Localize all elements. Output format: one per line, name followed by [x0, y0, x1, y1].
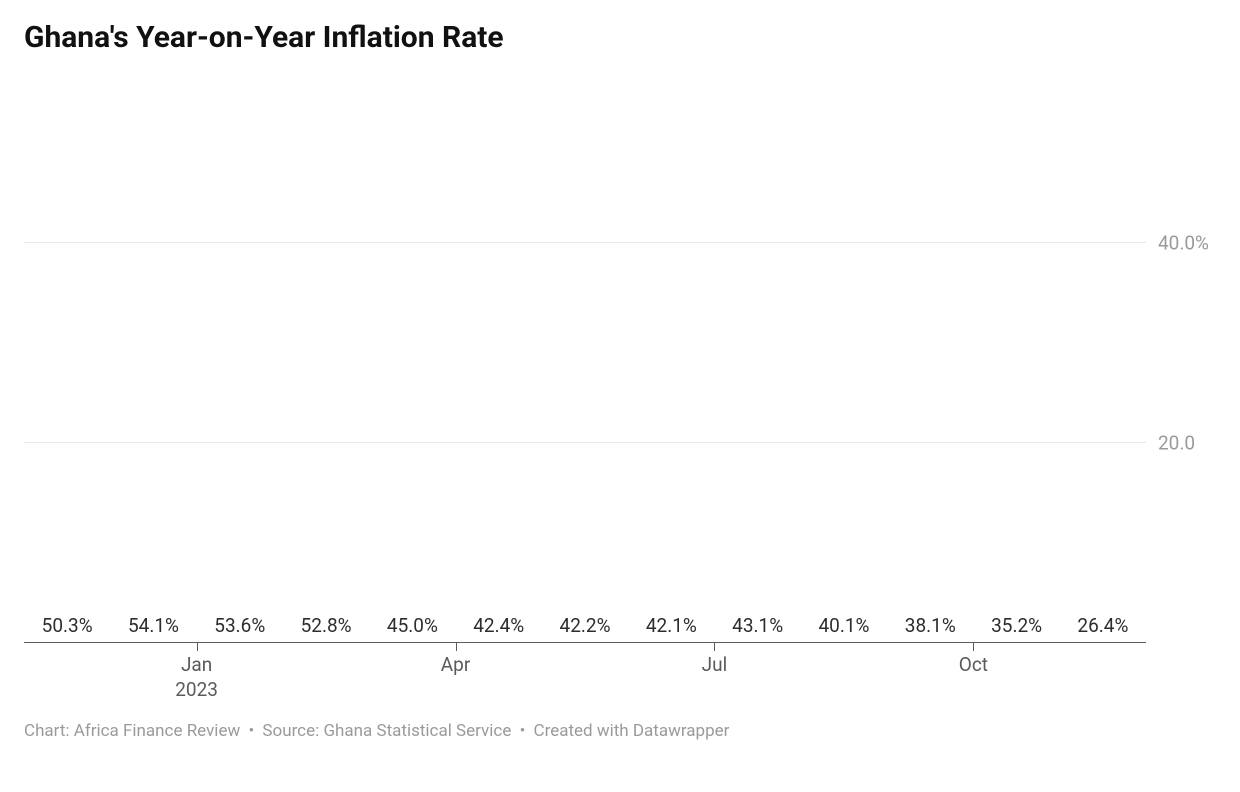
- y-tick-label: 20.0: [1158, 432, 1195, 455]
- bar-value-label: 53.6%: [214, 614, 265, 637]
- plot-row: 50.3% 54.1% 53.6% 52.8% 45.0% 42.4% 42.2% 42.1%…: [24, 83, 1216, 643]
- bar-value-label: 35.2%: [991, 614, 1042, 637]
- footer-source: Ghana Statistical Service: [323, 721, 511, 741]
- x-tick-label: Apr: [441, 653, 471, 678]
- chart-container: Ghana's Year-on-Year Inflation Rate 50.3…: [0, 0, 1240, 792]
- bar-value-label: 40.1%: [818, 614, 869, 637]
- chart-footer: Chart: Africa Finance Review • Source: G…: [24, 721, 1216, 741]
- x-tick-label: Jan 2023: [175, 653, 218, 702]
- y-axis: 20.0 40.0%: [1146, 83, 1216, 643]
- bar-column: 50.3%: [24, 614, 110, 643]
- bar-column: 35.2%: [973, 614, 1059, 643]
- y-tick-label: 40.0%: [1158, 232, 1209, 255]
- bar-column: 54.1%: [110, 614, 196, 643]
- x-axis-plot: Jan 2023 Apr Jul Oct: [24, 643, 1146, 707]
- footer-source-prefix: Source:: [262, 721, 323, 741]
- bar-value-label: 42.1%: [646, 614, 697, 637]
- bar-value-label: 42.2%: [560, 614, 611, 637]
- bar-value-label: 26.4%: [1077, 614, 1128, 637]
- bar-value-label: 43.1%: [732, 614, 783, 637]
- bars-group: 50.3% 54.1% 53.6% 52.8% 45.0% 42.4% 42.2% 42.1%…: [24, 83, 1146, 643]
- bar-value-label: 38.1%: [905, 614, 956, 637]
- bar-value-label: 52.8%: [301, 614, 352, 637]
- bar-value-label: 50.3%: [42, 614, 93, 637]
- chart-title: Ghana's Year-on-Year Inflation Rate: [24, 20, 1216, 55]
- bar-column: 43.1%: [715, 614, 801, 643]
- x-tick-label: Jul: [702, 653, 728, 678]
- bar-column: 45.0%: [369, 614, 455, 643]
- bar-column: 26.4%: [1060, 614, 1146, 643]
- x-axis-spacer: [1146, 643, 1216, 707]
- footer-separator: •: [248, 721, 254, 741]
- footer-created-with: Created with Datawrapper: [534, 721, 730, 741]
- footer-chart-by-prefix: Chart:: [24, 721, 74, 741]
- plot-area: 50.3% 54.1% 53.6% 52.8% 45.0% 42.4% 42.2% 42.1%…: [24, 83, 1146, 643]
- bar-value-label: 42.4%: [473, 614, 524, 637]
- footer-chart-by: Africa Finance Review: [74, 721, 240, 741]
- bar-value-label: 45.0%: [387, 614, 438, 637]
- bar-column: 42.2%: [542, 614, 628, 643]
- bar-column: 52.8%: [283, 614, 369, 643]
- bar-column: 53.6%: [197, 614, 283, 643]
- bar-column: 40.1%: [801, 614, 887, 643]
- x-tick: [714, 643, 715, 651]
- x-axis: Jan 2023 Apr Jul Oct: [24, 643, 1216, 707]
- bar-column: 42.4%: [456, 614, 542, 643]
- footer-separator: •: [520, 721, 526, 741]
- bar-column: 42.1%: [628, 614, 714, 643]
- x-tick: [456, 643, 457, 651]
- x-tick: [197, 643, 198, 651]
- x-tick: [973, 643, 974, 651]
- bar-value-label: 54.1%: [128, 614, 179, 637]
- x-tick-label: Oct: [959, 653, 988, 678]
- bar-column: 38.1%: [887, 614, 973, 643]
